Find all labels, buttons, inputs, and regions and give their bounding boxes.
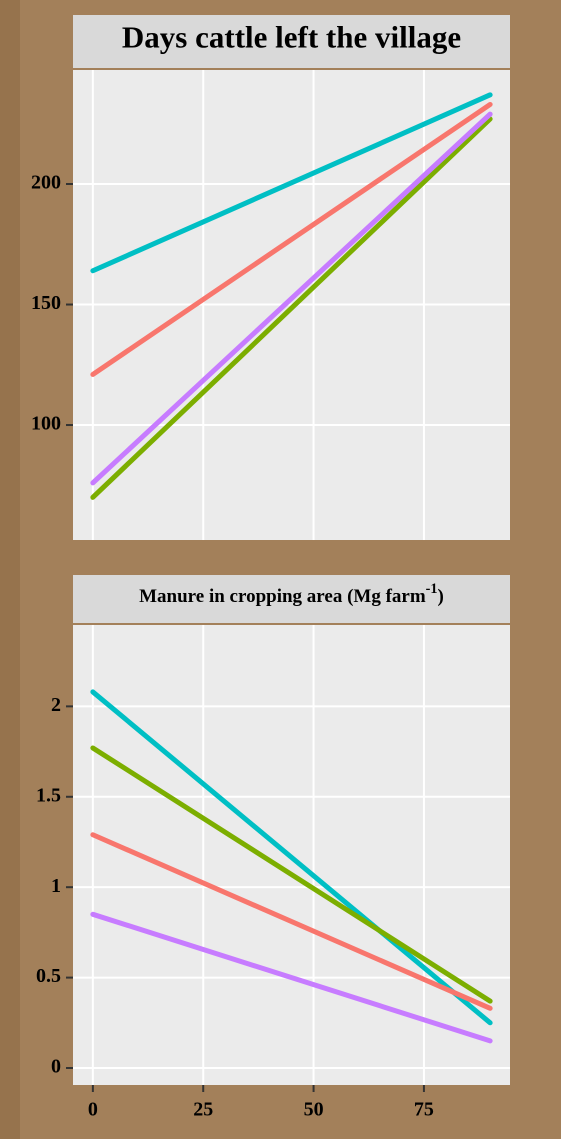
fit-line — [90, 116, 493, 500]
fit-line — [90, 101, 493, 377]
panel-title: Manure in cropping area (Mg farm-1) — [139, 581, 444, 607]
panel-title-text: Manure in cropping area (Mg farm — [139, 586, 426, 607]
fit-line — [90, 745, 493, 1004]
panel-title-text: Days cattle left the village — [122, 20, 461, 55]
y-tick-label: 2 — [51, 694, 61, 716]
y-tick-label: 200 — [31, 172, 61, 194]
x-tick-label: 50 — [304, 1099, 324, 1121]
panel-title-superscript: -1 — [426, 581, 438, 597]
fit-line — [90, 911, 493, 1044]
x-tick-label: 0 — [88, 1099, 98, 1121]
fit-line — [90, 689, 493, 1026]
y-tick-label: 150 — [31, 292, 61, 314]
fit-line — [90, 111, 493, 486]
panel-strip — [73, 15, 510, 68]
fit-line — [90, 832, 493, 1011]
x-tick-label: 25 — [193, 1099, 213, 1121]
y-tick-label: 0.5 — [36, 965, 61, 987]
panel-strip — [73, 575, 510, 623]
panel-title-end: ) — [438, 586, 444, 607]
y-tick-label: 1 — [51, 875, 61, 897]
y-tick-label: 0 — [51, 1056, 61, 1078]
fit-line — [90, 92, 493, 274]
x-tick-label: 75 — [414, 1099, 434, 1121]
background-edge — [0, 0, 20, 1139]
y-tick-label: 1.5 — [36, 784, 61, 806]
y-tick-label: 100 — [31, 413, 61, 435]
panel-title: Days cattle left the village — [122, 20, 461, 55]
